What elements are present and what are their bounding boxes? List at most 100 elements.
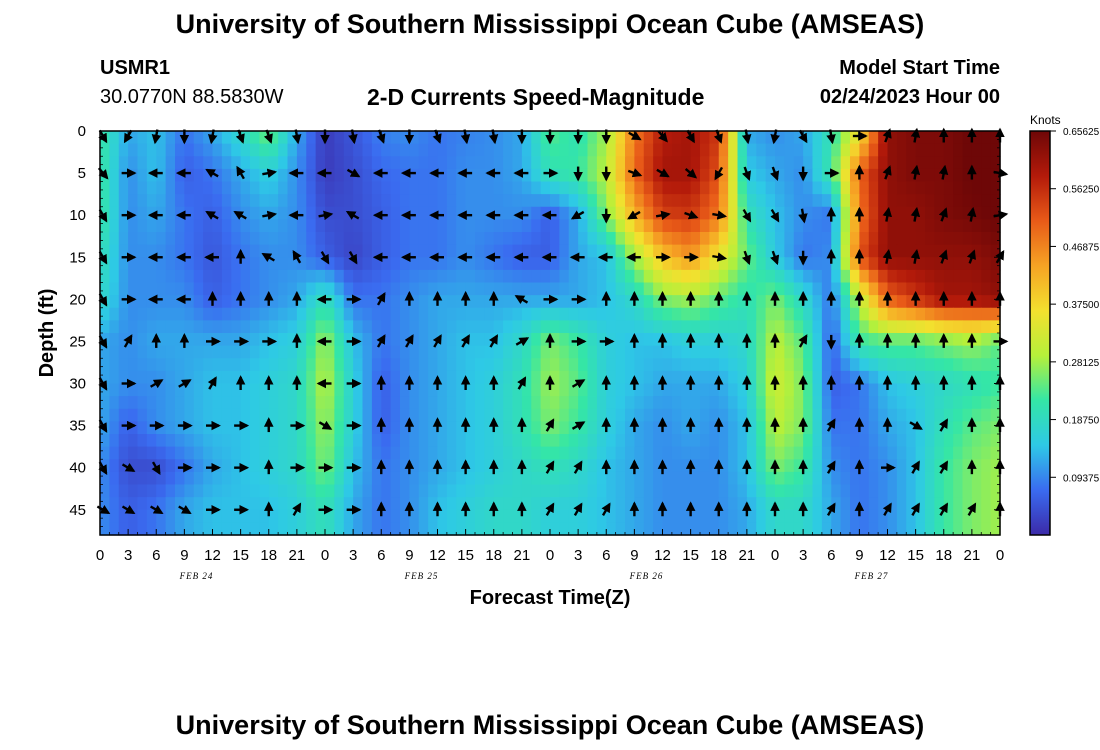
heatmap-cell [887,383,898,397]
heatmap-cell [315,232,326,246]
heatmap-cell [362,244,373,258]
heatmap-cell [934,282,945,296]
heatmap-cell [484,232,495,246]
heatmap-cell [146,497,157,511]
heatmap-cell [109,295,120,309]
heatmap-cell [896,396,907,410]
heatmap-cell [746,459,757,473]
heatmap-cell [812,471,823,486]
heatmap-cell [193,131,204,145]
heatmap-cell [465,522,476,536]
current-arrow [573,502,583,516]
current-arrow [292,249,302,264]
heatmap-cell [690,333,701,347]
heatmap-cell [109,282,120,296]
heatmap-cell [981,522,992,536]
heatmap-cell [268,131,279,145]
heatmap-cell [146,471,157,486]
heatmap-cell [484,206,495,220]
heatmap-cell [943,257,954,271]
heatmap-cell [437,370,448,385]
heatmap-cell [690,307,701,321]
heatmap-cell [859,333,870,347]
heatmap-cell [784,358,795,372]
heatmap-cell [971,471,982,486]
heatmap-cell [296,522,307,536]
heatmap-cell [484,269,495,284]
heatmap-cell [212,358,223,372]
heatmap-cell [231,396,242,410]
heatmap-cell [315,408,326,422]
heatmap-cell [756,269,767,284]
heatmap-cell [943,282,954,296]
heatmap-cell [353,143,364,157]
heatmap-cell [756,232,767,246]
heatmap-cell [212,257,223,271]
heatmap-cell [756,219,767,233]
current-arrow [376,292,386,306]
heatmap-cell [221,345,232,359]
heatmap-cell [728,421,739,435]
heatmap-cell [981,295,992,309]
heatmap-cell [971,282,982,296]
heatmap-cell [681,509,692,523]
heatmap-cell [231,484,242,498]
heatmap-cell [343,358,354,372]
heatmap-cell [803,320,814,334]
heatmap-cell [700,181,710,195]
heatmap-cell [381,345,392,359]
heatmap-cell [315,244,326,258]
heatmap-cell [925,358,935,372]
heatmap-cell [793,421,804,435]
heatmap-cell [465,434,476,448]
heatmap-cell [934,358,945,372]
heatmap-cell [296,206,307,220]
heatmap-cell [756,131,767,145]
heatmap-cell [287,522,298,536]
heatmap-cell [812,370,823,385]
heatmap-cell [915,181,926,195]
heatmap-cell [737,509,748,523]
heatmap-cell [615,333,626,347]
heatmap-cell [850,143,860,157]
heatmap-cell [868,459,879,473]
heatmap-cell [165,269,176,284]
heatmap-cell [109,219,120,233]
heatmap-cell [700,282,710,296]
heatmap-cell [896,295,907,309]
heatmap-cell [446,497,457,511]
heatmap-cell [475,307,485,321]
heatmap-cell [587,232,598,246]
heatmap-cell [803,471,814,486]
heatmap-cell [896,408,907,422]
heatmap-cell [315,194,326,208]
current-arrow [123,334,133,348]
current-arrow [938,164,949,180]
heatmap-cell [746,307,757,321]
heatmap-cell [728,168,739,183]
heatmap-cell [803,421,814,435]
heatmap-cell [231,497,242,511]
heatmap-cell [465,484,476,498]
heatmap-cell [156,156,167,170]
heatmap-cell [709,509,720,523]
heatmap-cell [953,181,964,195]
heatmap-cell [221,156,232,170]
heatmap-cell [240,396,251,410]
heatmap-cell [700,383,710,397]
heatmap-cell [362,484,373,498]
heatmap-cell [184,156,195,170]
heatmap-cell [878,383,889,397]
heatmap-cell [184,383,195,397]
heatmap-cell [203,156,214,170]
heatmap-cell [896,471,907,486]
heatmap-cell [165,522,176,536]
heatmap-cell [596,497,607,511]
current-arrow [741,250,751,266]
heatmap-cell [381,434,392,448]
heatmap-cell [850,408,860,422]
heatmap-cell [465,295,476,309]
heatmap-cell [896,181,907,195]
heatmap-cell [821,522,832,536]
heatmap-cell [137,459,148,473]
